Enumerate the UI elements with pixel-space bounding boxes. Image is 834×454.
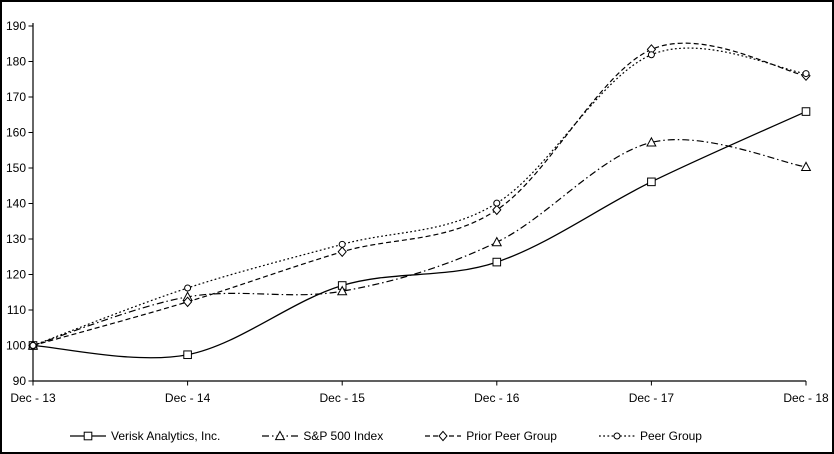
legend-label-verisk: Verisk Analytics, Inc. (111, 429, 221, 443)
axes (32, 23, 806, 382)
y-tick-label: 100 (6, 339, 26, 353)
legend-item-verisk: Verisk Analytics, Inc. (70, 429, 220, 443)
x-tick-label: Dec - 16 (474, 391, 520, 405)
prior-peer-group-marker (492, 204, 502, 216)
peer-group-marker (184, 284, 192, 292)
legend-label-sp500: S&P 500 Index (303, 429, 384, 443)
prior-peer-group-marker (182, 296, 193, 308)
legend-label-peer-group: Peer Group (639, 429, 702, 443)
verisk-analytics-inc-line (32, 110, 807, 359)
verisk-analytics-inc-marker (801, 107, 811, 116)
prior-peer-group-line (32, 42, 807, 347)
s-p-500-index-marker (336, 285, 348, 296)
verisk-analytics-inc-marker (647, 177, 656, 187)
s-p-500-index-marker (491, 236, 503, 247)
y-tick-label: 180 (6, 55, 26, 69)
x-tick-label: Dec - 14 (165, 391, 211, 405)
legend-label-prior-peer-group: Prior Peer Group (466, 429, 557, 443)
s-p-500-index-marker (646, 136, 657, 147)
s-p-500-index-legend-marker (275, 430, 286, 441)
peer-group-marker (29, 342, 37, 349)
verisk-analytics-inc-marker (183, 350, 192, 360)
prior-peer-group-legend-marker (438, 430, 448, 442)
legend-item-prior-peer-group: Prior Peer Group (425, 429, 557, 443)
s-p-500-index-line (32, 139, 807, 347)
y-tick-label: 140 (6, 197, 26, 211)
y-tick-label: 110 (7, 303, 26, 317)
legend-item-peer-group: Peer Group (598, 429, 702, 443)
peer-group-marker (338, 240, 346, 248)
sp500-line-sample-icon (262, 430, 299, 441)
y-tick-label: 90 (13, 374, 27, 388)
peer-group-line-sample-icon (598, 432, 635, 440)
s-p-500-index-marker (800, 161, 812, 172)
y-tick-label: 150 (6, 161, 26, 175)
x-tick-label: Dec - 13 (10, 391, 56, 405)
peer-group-marker (493, 199, 501, 207)
verisk-line-sample-icon (70, 431, 106, 441)
y-tick-label: 120 (6, 268, 26, 282)
peer-group-legend-marker (613, 432, 621, 440)
y-tick-label: 190 (6, 19, 26, 33)
prior-peer-group-marker (337, 246, 347, 258)
x-tick-label: Dec - 18 (783, 391, 829, 405)
verisk-analytics-inc-legend-marker (83, 431, 93, 441)
x-tick-label: Dec - 17 (629, 391, 675, 405)
peer-group-marker (802, 70, 810, 78)
peer-group-marker (647, 51, 655, 59)
y-tick-label: 170 (6, 90, 26, 104)
chart-legend: Verisk Analytics, Inc. S&P 500 Index Pri… (70, 429, 702, 443)
legend-item-sp500: S&P 500 Index (262, 429, 383, 443)
y-tick-label: 130 (6, 232, 26, 246)
x-tick-label: Dec - 15 (320, 391, 366, 405)
peer-group-line (32, 47, 807, 347)
verisk-analytics-inc-marker (492, 257, 502, 267)
prior-peer-group-line-sample-icon (425, 430, 462, 442)
y-tick-label: 160 (6, 126, 26, 140)
